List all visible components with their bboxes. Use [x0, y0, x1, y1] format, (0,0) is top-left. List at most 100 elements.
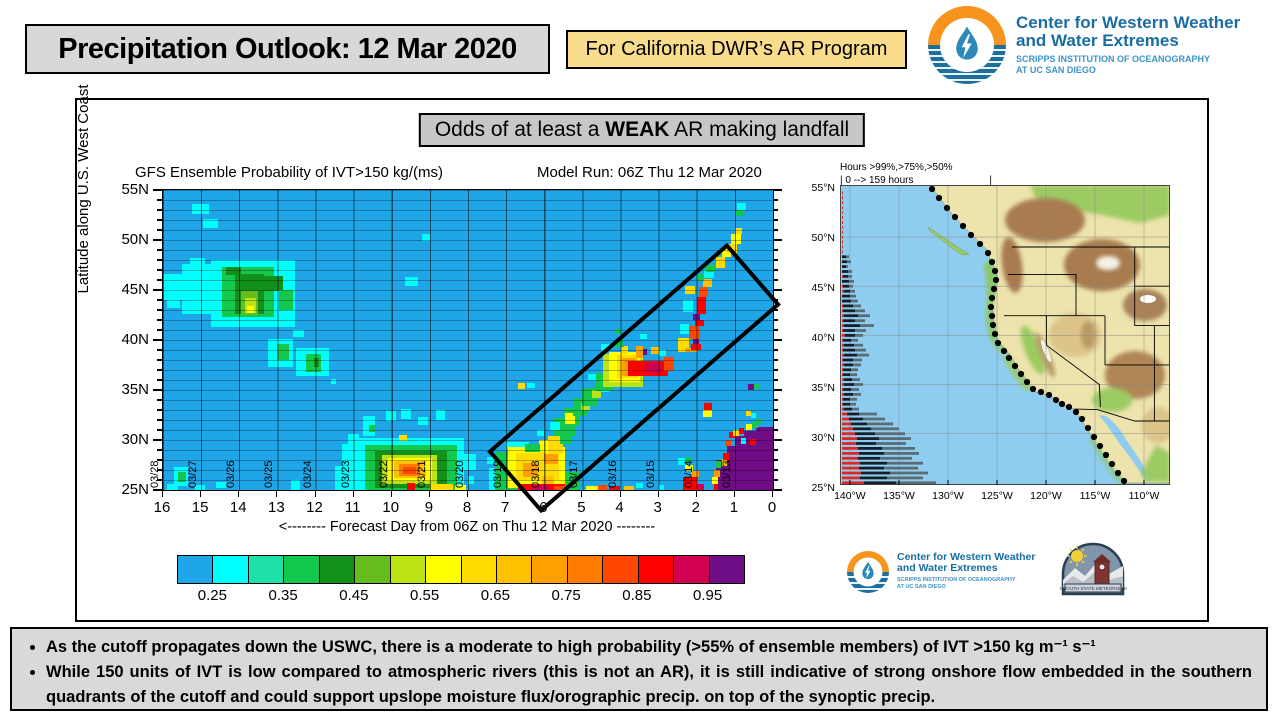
notes-box: As the cutoff propagates down the USWC, … — [10, 627, 1268, 711]
heatmap-cell — [279, 290, 293, 310]
colorbar — [177, 555, 745, 584]
y-tick — [157, 309, 162, 311]
heatmap-cell — [601, 344, 609, 351]
colorbar-segment — [319, 556, 356, 583]
heatmap-cell — [706, 265, 716, 272]
y-tick-right — [773, 469, 778, 471]
heatmap-cell — [750, 439, 756, 445]
y-tick-right — [773, 229, 778, 231]
y-tick — [157, 219, 162, 221]
heatmap-cell — [713, 484, 718, 490]
heatmap-cell — [203, 219, 219, 228]
heatmap-cell — [738, 428, 745, 434]
coastal-map — [840, 184, 1174, 485]
y-tick-right — [773, 449, 778, 451]
heatmap-cell — [407, 483, 415, 490]
x-tick-label: 16 — [153, 499, 171, 516]
heatmap-cell — [166, 299, 181, 308]
colorbar-segment — [178, 556, 214, 583]
heatmap-cell — [313, 358, 320, 367]
y-tick — [157, 469, 162, 471]
x-tick-label: 9 — [424, 499, 434, 516]
map-lat-label: 55°N — [811, 182, 835, 194]
y-tick-right — [773, 269, 778, 271]
cw3e-logo-icon — [928, 6, 1006, 84]
heatmap-cell — [731, 234, 741, 244]
heatmap-cell — [683, 300, 693, 312]
x-tick-label: 13 — [268, 499, 285, 516]
y-tick — [157, 209, 162, 211]
heatmap-cell — [189, 258, 205, 264]
x-tick-label: 4 — [615, 499, 624, 516]
heatmap-cell — [527, 383, 535, 388]
map-legend-line2-end: | — [989, 174, 992, 186]
chart-title: GFS Ensemble Probability of IVT>150 kg/(… — [135, 164, 444, 181]
x-tick-label: 14 — [229, 499, 247, 516]
y-tick-label: 30N — [121, 431, 149, 448]
heatmap-cell — [191, 204, 209, 214]
heatmap-cell — [692, 339, 699, 344]
cw3e-sub-line1: SCRIPPS INSTITUTION OF OCEANOGRAPHY — [1016, 53, 1211, 64]
x-tick — [200, 490, 202, 497]
y-tick-right — [773, 219, 778, 221]
date-label: 03/26 — [225, 460, 238, 488]
heatmap-cell — [405, 277, 419, 286]
date-label: 03/14 — [682, 460, 695, 488]
heatmap-cell — [750, 413, 757, 418]
colorbar-segment — [638, 556, 675, 583]
map-lon-label: 140°W — [834, 490, 866, 502]
y-tick-label: 35N — [121, 381, 149, 398]
x-tick-label: 0 — [767, 499, 777, 516]
y-tick-right — [773, 359, 778, 361]
x-tick — [276, 490, 278, 497]
map-lat-label: 40°N — [811, 332, 835, 344]
colorbar-label: 0.75 — [551, 587, 581, 604]
y-tick-right — [773, 489, 782, 491]
cw3e-small-sub1: SCRIPPS INSTITUTION OF OCEANOGRAPHY — [897, 576, 1016, 583]
heatmap-cell — [712, 477, 718, 484]
heatmap-cell — [658, 350, 667, 356]
water-drop-lightning-icon — [956, 26, 978, 60]
heatmap-cell — [422, 234, 430, 241]
y-tick-label: 25N — [121, 481, 149, 498]
y-tick-right — [773, 459, 778, 461]
heatmap-cell — [597, 485, 608, 490]
cw3e-sub-line2: AT UC SAN DIEGO — [1016, 64, 1096, 75]
x-tick — [543, 490, 545, 497]
heatmap-cell — [386, 411, 396, 421]
y-tick — [157, 299, 162, 301]
y-tick-right — [773, 259, 778, 261]
heatmap-cell — [679, 324, 690, 334]
y-tick-right — [773, 239, 782, 241]
y-tick-right — [773, 249, 778, 251]
heatmap-cell — [658, 485, 665, 490]
map-lat-label: 25°N — [811, 482, 835, 494]
y-tick-right — [773, 309, 778, 311]
odds-banner: Odds of at least a WEAK AR making landfa… — [418, 113, 866, 147]
svg-text:PLYMOUTH STATE METEOROLOGY: PLYMOUTH STATE METEOROLOGY — [1059, 586, 1127, 591]
colorbar-segment — [355, 556, 391, 583]
heatmap-cell — [696, 297, 707, 314]
map-lat-label: 30°N — [811, 432, 835, 444]
page-title: Precipitation Outlook: 12 Mar 2020 — [25, 24, 550, 74]
colorbar-label: 0.45 — [339, 587, 369, 604]
water-drop-lightning-icon — [862, 561, 874, 580]
y-tick-right — [773, 419, 778, 421]
colorbar-segment — [248, 556, 285, 583]
colorbar-label: 0.85 — [622, 587, 652, 604]
heatmap-cell — [586, 486, 598, 490]
heatmap-cell — [401, 409, 411, 419]
colorbar-segment — [461, 556, 497, 583]
heatmap-cell — [685, 286, 695, 294]
heatmap-cell — [696, 484, 705, 490]
colorbar-segment — [709, 556, 744, 583]
y-tick — [157, 479, 162, 481]
y-tick-label: 40N — [121, 331, 149, 348]
note-bullet: While 150 units of IVT is low compared t… — [46, 660, 1252, 710]
y-tick — [157, 349, 162, 351]
x-tick — [467, 490, 468, 497]
heatmap-cell — [468, 476, 474, 484]
heatmap-cell — [704, 403, 712, 410]
x-tick-label: 5 — [577, 499, 586, 516]
date-label: 03/19 — [492, 460, 505, 488]
